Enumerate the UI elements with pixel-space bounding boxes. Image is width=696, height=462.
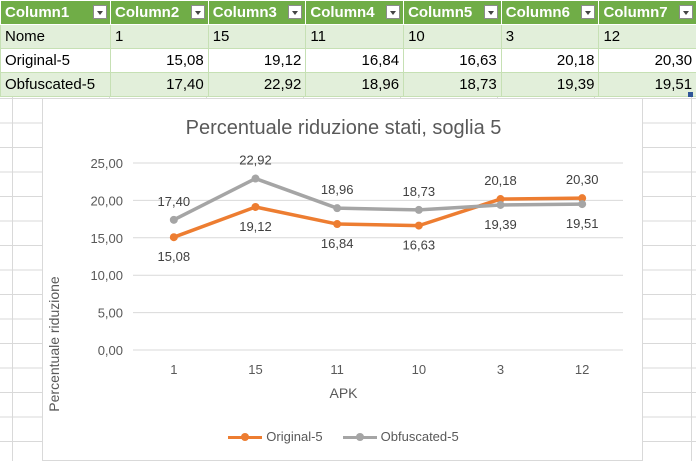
column-header-label: Column5 — [408, 4, 472, 21]
column-header-3[interactable]: Column3 — [208, 1, 306, 25]
table-header-row: Column1 Column2 Column3 Column4 Column5 … — [1, 1, 696, 25]
table-cell[interactable]: 20,18 — [501, 49, 599, 73]
table-cell[interactable]: Nome — [1, 25, 111, 49]
data-label: 17,40 — [158, 194, 191, 209]
y-tick-label: 25,00 — [90, 156, 123, 171]
data-label: 18,73 — [403, 184, 436, 199]
x-tick-label: 10 — [412, 362, 426, 377]
table-cell[interactable]: 3 — [501, 25, 599, 49]
filter-dropdown-icon[interactable] — [93, 5, 107, 19]
column-header-label: Column7 — [603, 4, 667, 21]
x-tick-label: 1 — [170, 362, 177, 377]
line-chart[interactable]: 0,00 5,00 10,00 15,00 20,00 25,00 1 15 11 10 3 12 15… — [42, 98, 643, 461]
filter-dropdown-icon[interactable] — [191, 5, 205, 19]
y-tick-label: 5,00 — [98, 306, 123, 321]
table-cell[interactable]: Obfuscated-5 — [1, 73, 111, 97]
data-label: 22,92 — [239, 153, 272, 168]
x-tick-label: 3 — [497, 362, 504, 377]
table-cell[interactable]: 12 — [599, 25, 696, 49]
filter-dropdown-icon[interactable] — [679, 5, 693, 19]
data-point — [252, 203, 260, 211]
data-label: 18,96 — [321, 182, 354, 197]
legend-item-original[interactable]: Original-5 — [228, 429, 322, 444]
data-point — [415, 206, 423, 214]
table-row: Nome 1 15 11 10 3 12 — [1, 25, 696, 49]
column-header-5[interactable]: Column5 — [404, 1, 502, 25]
column-header-1[interactable]: Column1 — [1, 1, 111, 25]
chart-plot-svg: 0,00 5,00 10,00 15,00 20,00 25,00 1 15 11 10 3 12 15… — [43, 99, 644, 462]
x-tick-label: 15 — [248, 362, 262, 377]
filter-dropdown-icon[interactable] — [386, 5, 400, 19]
table-cell[interactable]: 10 — [404, 25, 502, 49]
table-cell[interactable]: 15 — [208, 25, 306, 49]
y-tick-label: 10,00 — [90, 268, 123, 283]
data-label: 19,39 — [484, 217, 517, 232]
table-cell[interactable]: 11 — [306, 25, 404, 49]
table-cell[interactable]: 19,51 — [599, 73, 696, 97]
column-header-2[interactable]: Column2 — [111, 1, 209, 25]
x-tick-label: 12 — [575, 362, 589, 377]
data-label: 20,30 — [566, 172, 599, 187]
table-cell[interactable]: 15,08 — [111, 49, 209, 73]
data-label: 15,08 — [158, 249, 191, 264]
legend-label: Original-5 — [266, 429, 322, 444]
data-table: Column1 Column2 Column3 Column4 Column5 … — [0, 0, 696, 97]
data-point — [497, 201, 505, 209]
table-cell[interactable]: 19,39 — [501, 73, 599, 97]
table-row: Original-5 15,08 19,12 16,84 16,63 20,18… — [1, 49, 696, 73]
table-row: Obfuscated-5 17,40 22,92 18,96 18,73 19,… — [1, 73, 696, 97]
filter-dropdown-icon[interactable] — [581, 5, 595, 19]
table-cell[interactable]: 16,84 — [306, 49, 404, 73]
legend-swatch-icon — [343, 432, 377, 442]
table-cell[interactable]: 22,92 — [208, 73, 306, 97]
column-header-label: Column3 — [213, 4, 277, 21]
table-cell[interactable]: 16,63 — [404, 49, 502, 73]
column-header-6[interactable]: Column6 — [501, 1, 599, 25]
filter-dropdown-icon[interactable] — [484, 5, 498, 19]
data-label: 19,12 — [239, 219, 272, 234]
data-label: 20,18 — [484, 173, 517, 188]
table-cell[interactable]: 1 — [111, 25, 209, 49]
legend-swatch-icon — [228, 432, 262, 442]
column-header-label: Column2 — [115, 4, 179, 21]
table-cell[interactable]: 19,12 — [208, 49, 306, 73]
y-tick-label: 15,00 — [90, 231, 123, 246]
table-cell[interactable]: 17,40 — [111, 73, 209, 97]
x-axis-title: APK — [43, 385, 644, 401]
chart-legend: Original-5 Obfuscated-5 — [43, 429, 644, 444]
column-header-label: Column6 — [506, 4, 570, 21]
table-cell[interactable]: 18,96 — [306, 73, 404, 97]
chart-title: Percentuale riduzione stati, soglia 5 — [43, 117, 644, 140]
table-cell[interactable]: 20,30 — [599, 49, 696, 73]
column-header-7[interactable]: Column7 — [599, 1, 696, 25]
y-tick-label: 20,00 — [90, 193, 123, 208]
filter-dropdown-icon[interactable] — [288, 5, 302, 19]
data-point — [415, 222, 423, 230]
legend-item-obfuscated[interactable]: Obfuscated-5 — [343, 429, 459, 444]
column-header-label: Column1 — [5, 4, 69, 21]
table-cell[interactable]: Original-5 — [1, 49, 111, 73]
x-tick-label: 11 — [330, 362, 344, 377]
column-header-label: Column4 — [310, 4, 374, 21]
data-point — [170, 233, 178, 241]
data-point — [578, 200, 586, 208]
data-point — [252, 175, 260, 183]
data-point — [333, 220, 341, 228]
data-label: 16,84 — [321, 236, 354, 251]
table-cell[interactable]: 18,73 — [404, 73, 502, 97]
data-label: 19,51 — [566, 216, 599, 231]
data-label: 16,63 — [403, 238, 436, 253]
table-resize-handle[interactable] — [688, 92, 693, 97]
data-point — [170, 216, 178, 224]
legend-label: Obfuscated-5 — [381, 429, 459, 444]
column-header-4[interactable]: Column4 — [306, 1, 404, 25]
y-tick-label: 0,00 — [98, 343, 123, 358]
data-point — [333, 204, 341, 212]
